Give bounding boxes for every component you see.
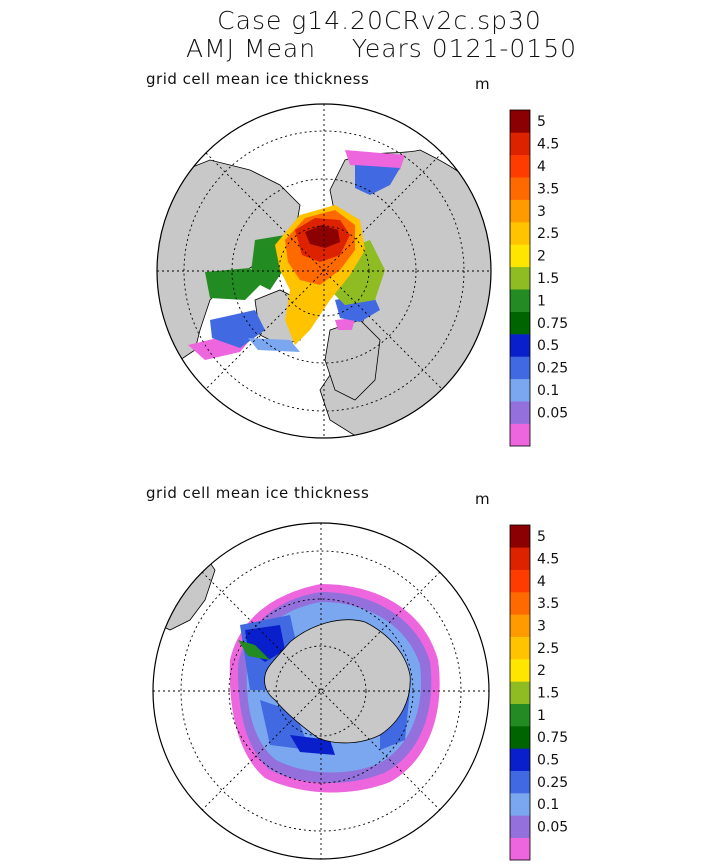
- colorbar-north-tick-label: 2: [537, 249, 546, 265]
- south-map-border: [152, 522, 490, 860]
- colorbar-south-color-swatch: [510, 703, 530, 727]
- colorbar-south-color-swatch: [510, 793, 530, 816]
- colorbar-north-color-swatch: [510, 222, 530, 245]
- colorbar-south: 0.05 0.1 0.25 0.5 0.75 1 1.5 2 2.5 3 3.5 4 4.5 5: [509, 524, 568, 861]
- colorbar-north-color-swatch: [510, 378, 530, 402]
- colorbar-south-tick-label: 2.5: [537, 641, 559, 657]
- colorbar-north-border: [509, 109, 531, 447]
- colorbar-south-tick-label: 0.5: [537, 753, 559, 769]
- colorbar-south-tick-label: 0.75: [537, 730, 568, 746]
- colorbar-south-tick-label: 4: [537, 574, 546, 590]
- colorbar-south-color-swatch: [510, 636, 530, 660]
- colorbar-north-tick-label: 0.25: [537, 361, 568, 377]
- colorbar-south-tick-label: 2: [537, 663, 546, 679]
- colorbar-north-color-swatch: [510, 266, 530, 290]
- colorbar-north-tick-label: 3: [537, 204, 546, 220]
- colorbar-north-tick-label: 2.5: [537, 226, 559, 242]
- panel2-units: m: [475, 490, 490, 508]
- colorbar-south-tick-label: 3: [537, 619, 546, 635]
- colorbar-south-color-swatch: [510, 569, 530, 593]
- colorbar-south-tick-label: 0.1: [537, 797, 559, 813]
- colorbar-south-color-swatch: [510, 726, 530, 749]
- colorbar-south-tick-label: 1.5: [537, 686, 559, 702]
- colorbar-south-color-swatch: [510, 547, 530, 570]
- south-polar-map: [152, 522, 490, 860]
- colorbar-north-color-swatch: [510, 289, 530, 312]
- colorbar-north-tick-label: 0.05: [537, 405, 568, 421]
- colorbar-south-tick-label: 5: [537, 529, 546, 545]
- colorbar-north-tick-label: 1.5: [537, 271, 559, 287]
- north-land-scandinavia: [324, 319, 381, 401]
- colorbar-north: 0.05 0.1 0.25 0.5 0.75 1 1.5 2 2.5 3 3.5 4 4.5 5: [509, 109, 568, 447]
- north-polar-map: [156, 103, 492, 439]
- colorbar-north-color-swatch: [510, 311, 530, 335]
- colorbar-north-tick-label: 4: [537, 159, 546, 175]
- colorbar-south-color-swatch: [510, 614, 530, 637]
- colorbar-north-color-swatch: [510, 154, 530, 178]
- panel1-units: m: [475, 75, 490, 93]
- colorbar-south-tick-label: 3.5: [537, 596, 559, 612]
- colorbar-north-tick-label: 0.75: [537, 316, 568, 332]
- panel1-title: grid cell mean ice thickness: [146, 70, 370, 88]
- colorbar-south-color-swatch: [510, 815, 530, 838]
- south-graticule: [153, 523, 489, 859]
- colorbar-north-color-swatch: [510, 356, 530, 380]
- colorbar-north-color-swatch: [510, 132, 530, 156]
- figure-title-line1: Case g14.20CRv2c.sp30: [217, 6, 542, 35]
- colorbar-north-tick-label: 0.5: [537, 338, 559, 354]
- colorbar-south-color-swatch: [510, 525, 530, 548]
- south-ice-green: [238, 640, 270, 660]
- north-graticule: [157, 104, 491, 438]
- colorbar-north-tick-label: 0.1: [537, 383, 559, 399]
- colorbar-south-color-swatch: [510, 592, 530, 615]
- north-map-border: [156, 103, 492, 439]
- colorbar-north-color-swatch: [510, 177, 530, 200]
- colorbar-north-color-swatch: [510, 401, 530, 424]
- colorbar-north-tick-label: 1: [537, 293, 546, 309]
- colorbar-north-color-swatch: [510, 423, 530, 447]
- colorbar-north-color-swatch: [510, 334, 530, 357]
- colorbar-south-color-swatch: [510, 748, 530, 771]
- colorbar-south-tick-label: 0.25: [537, 775, 568, 791]
- colorbar-north-color-swatch: [510, 199, 530, 223]
- north-ice-green: [205, 235, 290, 300]
- colorbar-south-color-swatch: [510, 770, 530, 794]
- colorbar-south-border: [509, 524, 531, 861]
- colorbar-south-tick-label: 0.05: [537, 820, 568, 836]
- north-ice-lightblue: [248, 338, 300, 352]
- north-ice-darkred: [305, 225, 340, 248]
- colorbar-north-tick-label: 4.5: [537, 137, 559, 153]
- colorbar-south-color-swatch: [510, 659, 530, 682]
- colorbar-south-color-swatch: [510, 681, 530, 704]
- colorbar-north-color-swatch: [510, 244, 530, 268]
- colorbar-north-tick-label: 3.5: [537, 181, 559, 197]
- colorbar-south-color-swatch: [510, 837, 530, 861]
- figure-title-line2: AMJ Mean Years 0121-0150: [185, 34, 578, 63]
- colorbar-south-tick-label: 4.5: [537, 552, 559, 568]
- colorbar-south-tick-label: 1: [537, 708, 546, 724]
- colorbar-north-tick-label: 5: [537, 114, 546, 130]
- colorbar-north-color-swatch: [510, 110, 530, 133]
- panel2-title: grid cell mean ice thickness: [146, 484, 370, 502]
